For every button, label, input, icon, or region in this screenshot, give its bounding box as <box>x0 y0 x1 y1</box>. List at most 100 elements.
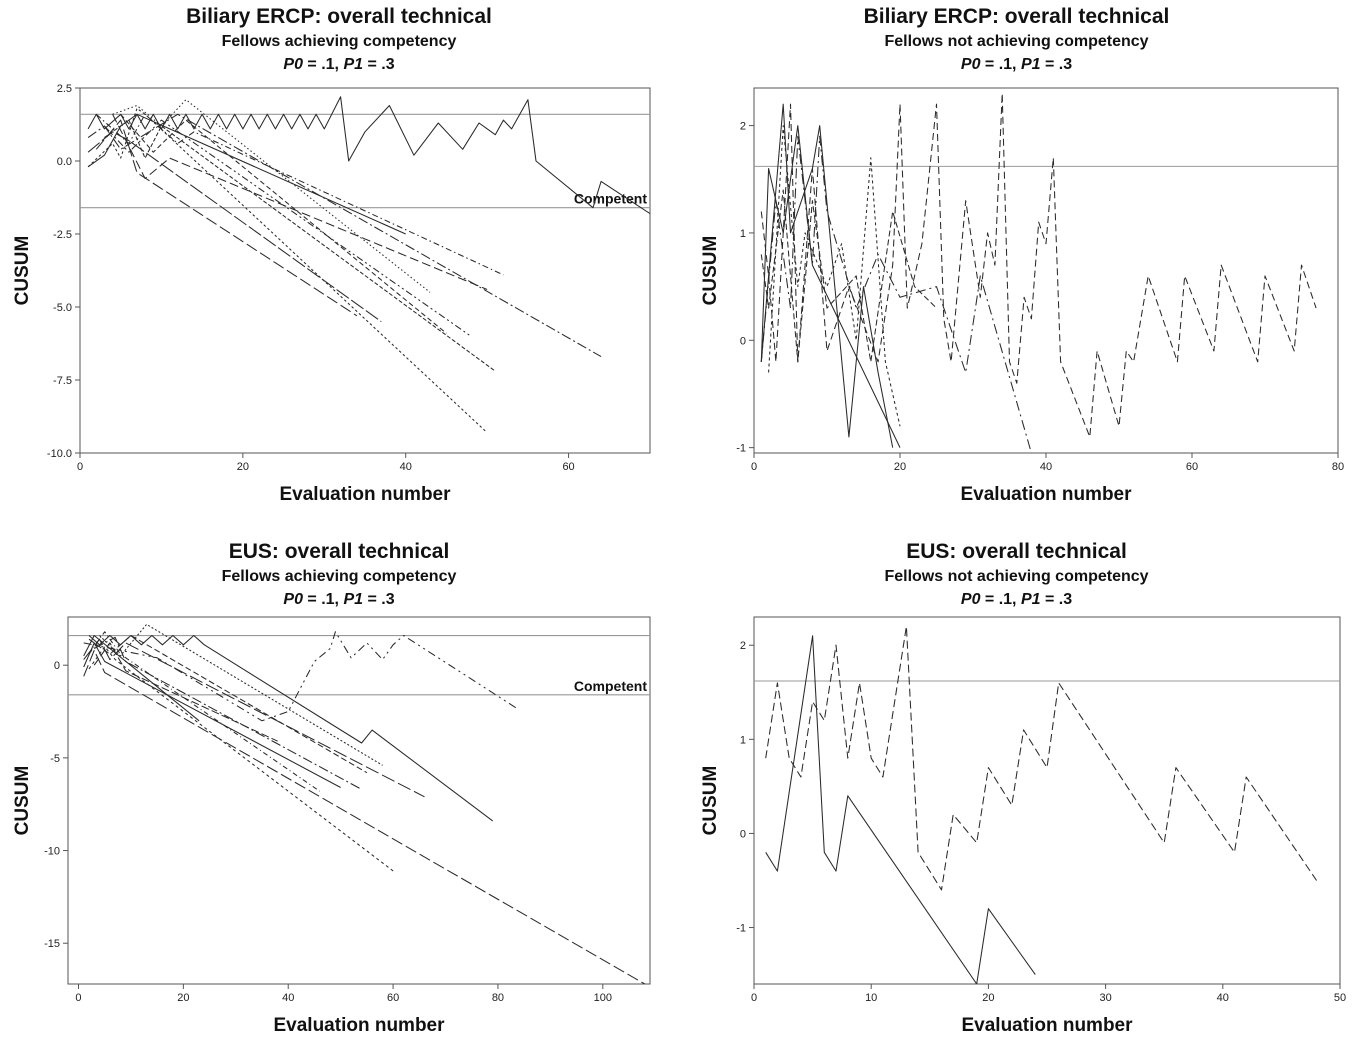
p0-label: P0 <box>960 56 981 73</box>
p0-value: = .1, <box>302 591 344 608</box>
series-line-4 <box>760 103 894 448</box>
plot-frame <box>753 616 1341 985</box>
series-line-8 <box>87 113 406 235</box>
series-line-5 <box>87 113 602 358</box>
x-tick-label: 20 <box>237 461 249 473</box>
x-tick-label: 0 <box>75 992 81 1004</box>
chart-title: EUS: overall technical <box>228 540 450 563</box>
series-line-8 <box>83 642 341 788</box>
series-line-7 <box>95 119 358 317</box>
x-tick-label: 20 <box>982 992 994 1004</box>
series-line-9 <box>93 636 362 790</box>
y-tick-label: 0 <box>54 660 60 672</box>
p0-label: P0 <box>283 591 303 608</box>
p1-label: P1 <box>1020 591 1041 608</box>
series-line-2 <box>765 635 1036 984</box>
x-tick-label: 10 <box>865 992 877 1004</box>
x-tick-label: 0 <box>751 461 757 473</box>
x-tick-label: 100 <box>594 992 612 1004</box>
p0-label: P0 <box>283 56 303 73</box>
chart-title: EUS: overall technical <box>906 540 1127 563</box>
y-tick-label: -5 <box>50 753 60 765</box>
competent-label: Competent <box>574 191 647 207</box>
y-tick-label: 1 <box>740 734 746 746</box>
y-tick-label: -10 <box>44 846 60 858</box>
series-line-7 <box>99 623 383 766</box>
series-line-1 <box>83 631 520 722</box>
y-tick-label: 0 <box>740 828 746 840</box>
p1-value: = .3 <box>1040 591 1073 608</box>
cusum-chart-ercp-not-competent: 0 20 40 60 80 2 1 0 -1 Evaluation number CUSUM <box>700 87 1344 505</box>
x-tick-label: 40 <box>400 461 412 473</box>
p1-label: P1 <box>343 56 364 73</box>
series-line-2 <box>95 113 504 276</box>
chart-parameters: P0 = .1, P1 = .3 <box>0 56 678 74</box>
plot-frame <box>79 87 651 454</box>
p0-value: = .1, <box>302 56 344 73</box>
p1-value: = .3 <box>1040 56 1073 73</box>
series-line-5 <box>768 125 901 427</box>
x-tick-label: 50 <box>1334 992 1346 1004</box>
series-line-9 <box>104 119 472 337</box>
x-axis-title: Evaluation number <box>960 484 1132 505</box>
series-line-4 <box>88 646 394 872</box>
chart-parameters: P0 = .1, P1 = .3 <box>678 56 1355 74</box>
series-group <box>760 92 1317 453</box>
y-tick-label: 2 <box>740 121 746 133</box>
series-group <box>765 625 1318 984</box>
chart-panel-1: Biliary ERCP: overall technical Fellows … <box>0 0 678 521</box>
series-group <box>87 96 650 433</box>
p0-value: = .1, <box>980 591 1021 608</box>
series-line-3 <box>112 114 488 290</box>
series-group <box>83 623 646 984</box>
series-line-6 <box>88 634 368 774</box>
series-line-6 <box>104 119 496 372</box>
x-tick-label: 20 <box>177 992 189 1004</box>
plot-frame <box>753 87 1339 454</box>
chart-parameters: P0 = .1, P1 = .3 <box>0 591 678 609</box>
series-line-1 <box>765 625 1318 891</box>
x-tick-label: 40 <box>282 992 294 1004</box>
x-tick-label: 20 <box>894 461 906 473</box>
chart-panel-4: EUS: overall technical Fellows not achie… <box>678 521 1355 1042</box>
series-line-10 <box>88 631 320 792</box>
series-line-1 <box>87 96 650 215</box>
series-line-11 <box>87 131 382 323</box>
competent-label: Competent <box>574 678 647 694</box>
cusum-chart-eus-competent: Competent 0 20 40 60 80 100 0 -5 -10 -15 Evaluation… <box>12 616 651 1036</box>
chart-subtitle: Fellows achieving competency <box>221 568 457 585</box>
y-tick-label: 2.5 <box>57 83 72 95</box>
p1-label: P1 <box>1020 56 1041 73</box>
y-axis-title: CUSUM <box>12 766 33 836</box>
chart-subtitle: Fellows not achieving competency <box>884 33 1149 50</box>
y-tick-label: -1 <box>736 923 746 935</box>
x-tick-label: 60 <box>1186 461 1198 473</box>
y-tick-label: 2 <box>740 640 746 652</box>
p1-label: P1 <box>343 591 364 608</box>
series-line-3 <box>83 649 646 984</box>
x-tick-label: 30 <box>1099 992 1111 1004</box>
series-line-12 <box>112 99 431 293</box>
x-tick-label: 60 <box>387 992 399 1004</box>
y-tick-label: -1 <box>736 443 746 455</box>
x-tick-label: 40 <box>1217 992 1229 1004</box>
x-tick-label: 0 <box>751 992 757 1004</box>
cusum-chart-ercp-competent: Competent 0 20 40 60 2.5 0.0 -2.5 -5.0 -7.5 -10.0 E… <box>12 83 651 505</box>
x-axis-title: Evaluation number <box>279 484 451 505</box>
y-axis-title: CUSUM <box>12 236 33 306</box>
x-tick-label: 80 <box>492 992 504 1004</box>
x-axis-title: Evaluation number <box>961 1015 1133 1036</box>
series-line-5 <box>83 638 425 798</box>
chart-panel-2: Biliary ERCP: overall technical Fellows … <box>678 0 1355 521</box>
y-tick-label: -5.0 <box>53 302 72 314</box>
y-tick-label: 1 <box>740 228 746 240</box>
p0-value: = .1, <box>980 56 1021 73</box>
p1-value: = .3 <box>363 56 395 73</box>
series-line-12 <box>93 642 278 742</box>
x-tick-label: 0 <box>77 461 83 473</box>
y-tick-label: 0.0 <box>57 156 72 168</box>
chart-title: Biliary ERCP: overall technical <box>863 5 1170 28</box>
x-tick-label: 80 <box>1332 461 1344 473</box>
series-line-11 <box>83 634 200 722</box>
